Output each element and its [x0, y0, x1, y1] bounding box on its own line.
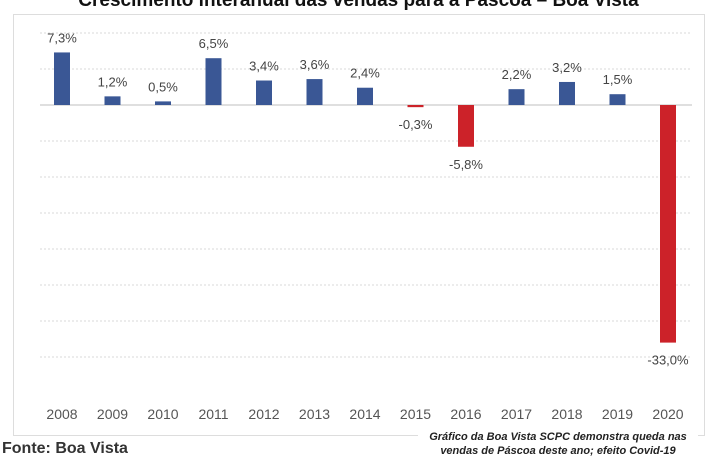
caption: Gráfico da Boa Vista SCPC demonstra qued… — [418, 428, 698, 458]
x-tick-2008: 2008 — [46, 406, 77, 422]
data-label-2019: 1,5% — [603, 72, 633, 87]
data-label-2020: -33,0% — [647, 353, 689, 368]
bar-2016 — [458, 105, 474, 147]
x-tick-2012: 2012 — [248, 406, 279, 422]
x-tick-2019: 2019 — [602, 406, 633, 422]
data-label-2010: 0,5% — [148, 79, 178, 94]
bar-2009 — [104, 96, 121, 105]
data-label-2017: 2,2% — [502, 67, 532, 82]
bar-2019 — [609, 94, 626, 105]
data-label-2015: -0,3% — [399, 117, 433, 132]
data-label-2012: 3,4% — [249, 59, 279, 74]
x-tick-2018: 2018 — [551, 406, 582, 422]
data-label-2016: -5,8% — [449, 157, 483, 172]
bar-2013 — [306, 79, 323, 105]
x-tick-2010: 2010 — [147, 406, 178, 422]
bar-2015 — [407, 105, 424, 108]
bar-2008 — [54, 52, 70, 105]
x-tick-2015: 2015 — [400, 406, 431, 422]
chart-title: Crescimento interanual das vendas para a… — [78, 0, 639, 11]
data-label-2018: 3,2% — [552, 60, 582, 75]
data-label-2011: 6,5% — [199, 36, 229, 51]
bar-2020 — [660, 105, 676, 343]
bar-2010 — [155, 101, 171, 105]
x-tick-2016: 2016 — [450, 406, 481, 422]
caption-line-1: Gráfico da Boa Vista SCPC demonstra qued… — [429, 431, 687, 443]
chart-frame — [13, 14, 705, 436]
bar-2018 — [559, 81, 575, 105]
data-label-2008: 7,3% — [47, 30, 77, 45]
x-tick-2014: 2014 — [349, 406, 380, 422]
x-tick-2013: 2013 — [299, 406, 330, 422]
caption-line-2: vendas de Páscoa deste ano; efeito Covid… — [440, 445, 676, 457]
x-tick-2020: 2020 — [652, 406, 683, 422]
data-label-2013: 3,6% — [300, 57, 330, 72]
data-label-2014: 2,4% — [350, 66, 380, 81]
x-tick-2011: 2011 — [198, 406, 228, 422]
x-tick-2009: 2009 — [97, 406, 128, 422]
source-note: Fonte: Boa Vista — [2, 440, 128, 457]
x-tick-2017: 2017 — [501, 406, 532, 422]
bar-2014 — [357, 87, 373, 105]
bar-2012 — [256, 80, 272, 105]
data-label-2009: 1,2% — [98, 74, 128, 89]
bar-2017 — [508, 89, 525, 105]
bar-2011 — [205, 58, 222, 105]
